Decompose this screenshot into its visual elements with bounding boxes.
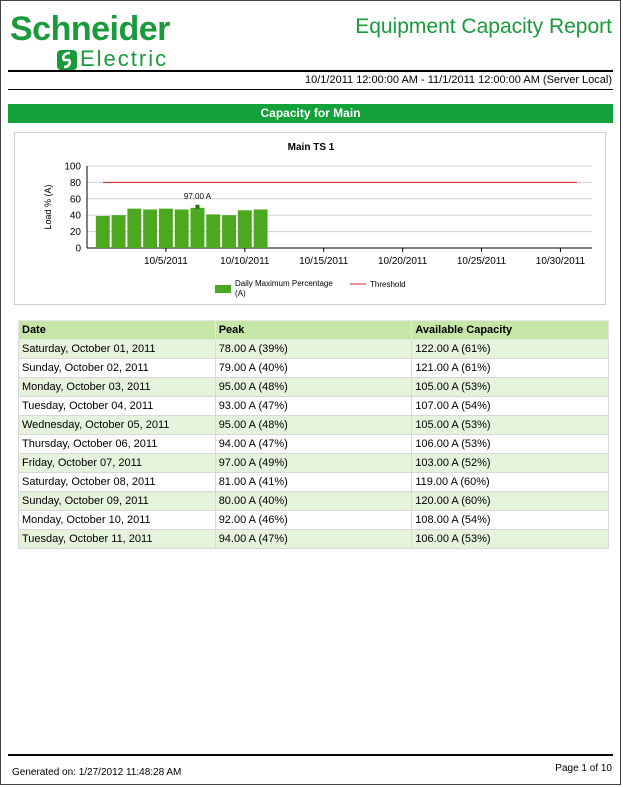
cell-available: 105.00 A (53%) — [411, 377, 609, 397]
y-tick-label: 0 — [75, 244, 81, 255]
electric-swirl-icon — [57, 50, 77, 70]
y-tick-label: 80 — [70, 178, 82, 189]
bar — [206, 214, 221, 248]
page-number: Page 1 of 10 — [555, 763, 612, 774]
bar — [111, 215, 126, 248]
y-tick-label: 40 — [70, 211, 82, 222]
cell-date: Tuesday, October 11, 2011 — [18, 529, 216, 549]
y-tick-label: 100 — [64, 162, 81, 173]
cell-date: Thursday, October 06, 2011 — [18, 434, 216, 454]
cell-available: 119.00 A (60%) — [411, 472, 609, 492]
cell-peak: 79.00 A (40%) — [214, 358, 413, 378]
bar — [127, 208, 142, 248]
legend-label-bars-line1: Daily Maximum Percentage — [235, 279, 333, 288]
table-row: Sunday, October 09, 2011 80.00 A (40%) 1… — [18, 491, 609, 511]
x-tick-label: 10/15/2011 — [299, 256, 349, 267]
cell-peak: 78.00 A (39%) — [214, 339, 413, 359]
header-divider-thin — [8, 89, 613, 90]
bar — [158, 208, 173, 248]
bar — [253, 209, 268, 248]
cell-date: Saturday, October 01, 2011 — [18, 339, 216, 359]
bar — [143, 209, 158, 248]
cell-date: Saturday, October 08, 2011 — [18, 472, 216, 492]
table-row: Saturday, October 01, 2011 78.00 A (39%)… — [18, 339, 609, 359]
table-row: Thursday, October 06, 2011 94.00 A (47%)… — [18, 434, 609, 454]
chart-title: Main TS 1 — [288, 142, 335, 153]
cell-peak: 92.00 A (46%) — [214, 510, 413, 530]
bar — [174, 209, 189, 248]
schneider-electric-logo: Schneider Electric — [10, 10, 195, 71]
cell-date: Tuesday, October 04, 2011 — [18, 396, 216, 416]
bar — [222, 215, 236, 248]
cell-peak: 95.00 A (48%) — [214, 377, 413, 397]
x-tick-label: 10/25/2011 — [457, 256, 507, 267]
footer-divider — [8, 754, 613, 756]
capacity-table: Date Peak Available Capacity Saturday, O… — [18, 320, 609, 549]
legend-swatch-bars — [215, 285, 231, 293]
cell-available: 120.00 A (60%) — [411, 491, 609, 511]
cell-peak: 95.00 A (48%) — [214, 415, 413, 435]
legend-label-threshold: Threshold — [370, 280, 406, 289]
table-row: Wednesday, October 05, 2011 95.00 A (48%… — [18, 415, 609, 435]
x-tick-label: 10/10/2011 — [220, 256, 270, 267]
y-tick-label: 20 — [70, 227, 82, 238]
cell-peak: 94.00 A (47%) — [214, 529, 413, 549]
header-available-capacity: Available Capacity — [411, 320, 609, 340]
table-row: Saturday, October 08, 2011 81.00 A (41%)… — [18, 472, 609, 492]
legend-label-bars-line2: (A) — [235, 289, 246, 298]
chart-canvas: Main TS 1 0 20 40 60 80 100 Load % (A) 10/5/2011… — [43, 142, 592, 298]
cell-available: 122.00 A (61%) — [411, 339, 609, 359]
bar — [190, 207, 205, 248]
cell-available: 103.00 A (52%) — [411, 453, 609, 473]
cell-available: 106.00 A (53%) — [411, 434, 609, 454]
cell-available: 106.00 A (53%) — [411, 529, 609, 549]
cell-date: Sunday, October 02, 2011 — [18, 358, 216, 378]
x-tick-label: 10/5/2011 — [144, 256, 188, 267]
generated-timestamp: Generated on: 1/27/2012 11:48:28 AM — [12, 767, 182, 778]
table-row: Tuesday, October 11, 2011 94.00 A (47%) … — [18, 529, 609, 549]
bar — [237, 210, 252, 248]
cell-date: Sunday, October 09, 2011 — [18, 491, 216, 511]
cell-date: Friday, October 07, 2011 — [18, 453, 216, 473]
cell-peak: 81.00 A (41%) — [214, 472, 413, 492]
x-tick-label: 10/20/2011 — [378, 256, 428, 267]
report-title: Equipment Capacity Report — [355, 15, 612, 38]
cell-peak: 97.00 A (49%) — [214, 453, 413, 473]
cell-date: Monday, October 10, 2011 — [18, 510, 216, 530]
cell-peak: 94.00 A (47%) — [214, 434, 413, 454]
table-header-row: Date Peak Available Capacity — [18, 320, 609, 340]
table-row: Monday, October 03, 2011 95.00 A (48%) 1… — [18, 377, 609, 397]
header-peak: Peak — [214, 320, 413, 340]
y-axis-label: Load % (A) — [43, 184, 53, 229]
table-row: Monday, October 10, 2011 92.00 A (46%) 1… — [18, 510, 609, 530]
cell-peak: 80.00 A (40%) — [214, 491, 413, 511]
table-row: Tuesday, October 04, 2011 93.00 A (47%) … — [18, 396, 609, 416]
cell-available: 107.00 A (54%) — [411, 396, 609, 416]
table-row: Sunday, October 02, 2011 79.00 A (40%) 1… — [18, 358, 609, 378]
header-date: Date — [18, 320, 216, 340]
brand-subname: Electric — [80, 46, 169, 71]
cell-date: Monday, October 03, 2011 — [18, 377, 216, 397]
table-row: Friday, October 07, 2011 97.00 A (49%) 1… — [18, 453, 609, 473]
annotation-marker — [195, 204, 200, 209]
capacity-chart: Main TS 1 0 20 40 60 80 100 Load % (A) 10/5/2011… — [14, 132, 606, 305]
cell-available: 108.00 A (54%) — [411, 510, 609, 530]
cell-peak: 93.00 A (47%) — [214, 396, 413, 416]
bar — [95, 216, 110, 248]
date-range: 10/1/2011 12:00:00 AM - 11/1/2011 12:00:… — [305, 74, 612, 86]
section-title: Capacity for Main — [8, 104, 613, 123]
x-tick-label: 10/30/2011 — [536, 256, 586, 267]
header-divider — [8, 70, 613, 72]
cell-available: 121.00 A (61%) — [411, 358, 609, 378]
brand-name: Schneider — [10, 10, 170, 48]
cell-available: 105.00 A (53%) — [411, 415, 609, 435]
y-tick-label: 60 — [70, 194, 82, 205]
cell-date: Wednesday, October 05, 2011 — [18, 415, 216, 435]
data-label: 97.00 A — [184, 192, 212, 201]
